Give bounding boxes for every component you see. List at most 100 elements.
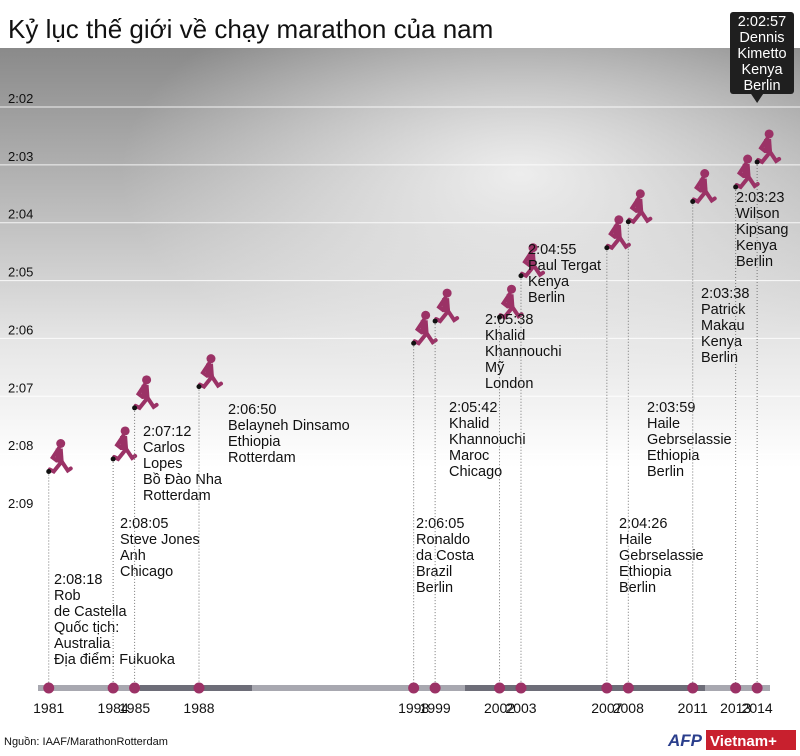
- annotation-line: Berlin: [701, 350, 738, 366]
- annotation-line: Makau: [701, 318, 745, 334]
- annotation-line: Chicago: [449, 464, 502, 480]
- x-tick-label: 2002: [484, 700, 515, 716]
- annotation-line: Ethiopia: [619, 564, 672, 580]
- timeline-dot: [494, 682, 506, 694]
- annotation-line: Berlin: [743, 78, 780, 94]
- annotation-line: Kimetto: [737, 46, 786, 62]
- annotation-line: Berlin: [528, 290, 565, 306]
- annotation-line: Quốc tịch:: [54, 620, 119, 636]
- y-tick-label: 2:07: [8, 380, 33, 395]
- annotation-line: Carlos: [143, 440, 185, 456]
- annotation-line: Rotterdam: [143, 488, 211, 504]
- record-dot: [432, 318, 438, 324]
- y-tick-label: 2:03: [8, 149, 33, 164]
- runner-icon: [47, 439, 73, 475]
- annotation-line: Địa điểm: Fukuoka: [54, 652, 176, 668]
- x-tick-label: 2007: [591, 700, 622, 716]
- x-tick-label: 1985: [119, 700, 150, 716]
- source: Nguồn: IAAF/MarathonRotterdam: [4, 736, 168, 748]
- x-tick-label: 1999: [420, 700, 451, 716]
- value-label: 2:08:18: [54, 572, 102, 588]
- x-tick-label: 2014: [742, 700, 773, 716]
- y-tick-label: 2:09: [8, 496, 33, 511]
- annotation-line: Rob: [54, 588, 81, 604]
- logo-box: [706, 730, 796, 750]
- runner-head: [528, 243, 538, 253]
- runner-head: [700, 169, 710, 178]
- timeline-dot: [429, 682, 441, 694]
- annotation-line: Kenya: [701, 334, 743, 350]
- runner-torso: [55, 448, 64, 463]
- runner-torso: [742, 164, 751, 179]
- timeline-dot: [515, 682, 527, 694]
- runner-head: [635, 189, 645, 199]
- annotation-line: Khalid: [449, 416, 489, 432]
- runner-head: [56, 439, 66, 448]
- runner-icon: [691, 169, 717, 205]
- x-tick-label: 2003: [505, 700, 536, 716]
- annotation-line: Khannouchi: [449, 432, 526, 448]
- annotation-line: London: [485, 376, 533, 392]
- timeline-dot: [730, 682, 742, 694]
- annotation-line: Belayneh Dinsamo: [228, 418, 350, 434]
- y-tick-label: 2:04: [8, 207, 33, 222]
- runner-head: [206, 354, 216, 364]
- value-label: 2:03:23: [736, 190, 784, 206]
- runner-icon: [197, 354, 223, 390]
- value-label: 2:03:38: [701, 286, 749, 302]
- annotation-line: da Costa: [416, 548, 475, 564]
- chart-title: Kỷ lục thế giới về chạy marathon của nam: [8, 14, 493, 44]
- runner-torso: [764, 138, 773, 153]
- record-dot: [132, 405, 138, 411]
- runner-icon: [734, 154, 760, 190]
- record-dot: [196, 384, 202, 390]
- record-dot: [497, 314, 503, 320]
- value-label: 2:07:12: [143, 424, 191, 440]
- annotation-line: Berlin: [416, 580, 453, 596]
- timeline-dot: [687, 682, 699, 694]
- runner-torso: [613, 224, 622, 239]
- record-dot: [411, 340, 417, 346]
- record-dot: [518, 273, 524, 279]
- callout-pointer: [751, 94, 764, 103]
- y-tick-label: 2:05: [8, 265, 33, 280]
- runner-icon: [434, 288, 460, 324]
- runner-torso: [120, 435, 129, 450]
- runner-head: [442, 288, 452, 298]
- annotation-line: Ethiopia: [647, 448, 700, 464]
- value-label: 2:02:57: [738, 14, 786, 30]
- value-label: 2:06:50: [228, 402, 276, 418]
- annotation-line: Berlin: [647, 464, 684, 480]
- record-dot: [733, 184, 739, 190]
- value-label: 2:04:26: [619, 516, 667, 532]
- annotation-line: Anh: [120, 548, 146, 564]
- annotation-line: Haile: [619, 532, 652, 548]
- annotation-line: Wilson: [736, 206, 780, 222]
- annotation-line: Berlin: [619, 580, 656, 596]
- timeline-dot: [751, 682, 763, 694]
- timeline-dot: [193, 682, 205, 694]
- annotation-line: Khannouchi: [485, 344, 562, 360]
- runner-torso: [420, 320, 429, 335]
- record-dot: [690, 199, 696, 204]
- record-dot: [754, 159, 760, 165]
- value-label: 2:03:59: [647, 400, 695, 416]
- annotation-line: Ethiopia: [228, 434, 281, 450]
- runner-torso: [442, 298, 451, 313]
- timeline-dot: [622, 682, 634, 694]
- record-dot: [46, 469, 52, 474]
- x-tick-label: 1988: [183, 700, 214, 716]
- x-tick-label: 1984: [98, 700, 129, 716]
- y-tick-label: 2:06: [8, 322, 33, 337]
- annotation-line: Chicago: [120, 564, 173, 580]
- annotation-line: Kenya: [528, 274, 570, 290]
- timeline-bar-dark: [465, 685, 705, 691]
- runner-head: [120, 426, 130, 436]
- runner-icon: [412, 310, 438, 346]
- annotation-line: Mỹ: [485, 360, 505, 376]
- y-tick-label: 2:02: [8, 91, 33, 106]
- logo-afp: AFP: [667, 731, 703, 750]
- x-tick-label: 2008: [613, 700, 644, 716]
- record-dot: [604, 245, 610, 251]
- annotation-line: Bồ Đào Nha: [143, 472, 223, 488]
